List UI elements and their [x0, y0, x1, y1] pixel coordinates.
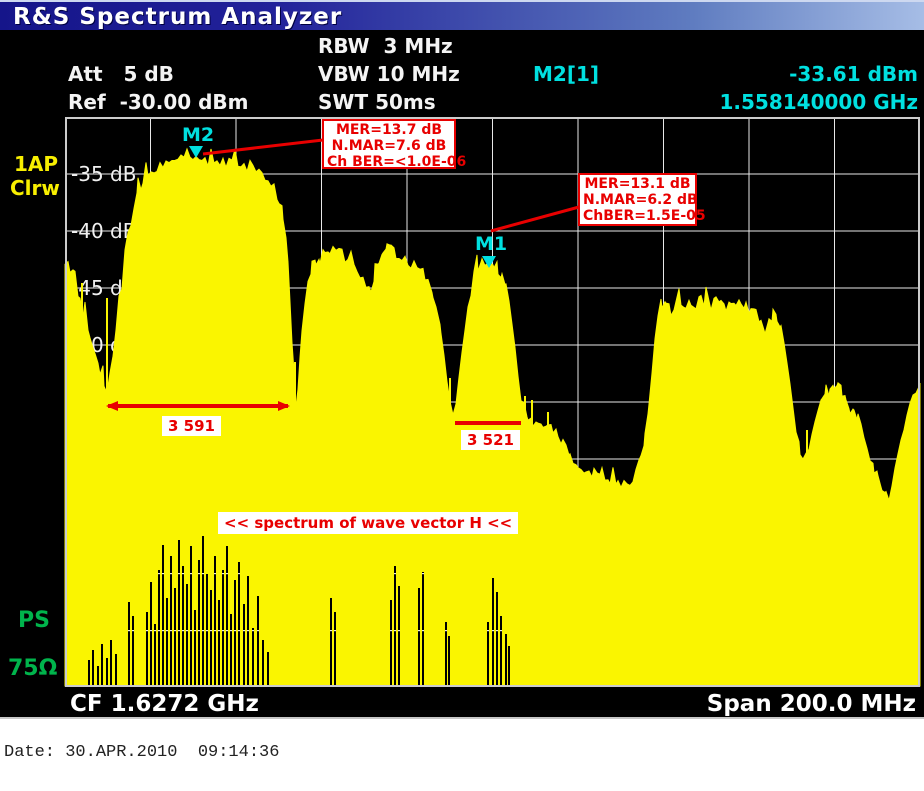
bandwidth-label-1: 3 591 — [162, 416, 221, 436]
frequency-bar: CF 1.6272 GHz Span 200.0 MHz — [0, 688, 924, 719]
m1-mer-value: MER=13.1 dB — [584, 176, 691, 192]
center-frequency-readout: CF 1.6272 GHz — [70, 691, 259, 717]
span-readout: Span 200.0 MHz — [706, 691, 916, 717]
spectrum-trace — [64, 147, 921, 687]
m2-nmar-value: N.MAR=7.6 dB — [331, 138, 447, 154]
bandwidth-label-2: 3 521 — [461, 430, 520, 450]
attenuation-readout: Att 5 dB — [68, 62, 174, 86]
annotation-leader-line — [490, 205, 580, 233]
app-title: R&S Spectrum Analyzer — [13, 4, 343, 30]
sweep-time-readout: SWT 50ms — [318, 90, 436, 114]
marker-m2-triangle[interactable] — [189, 146, 203, 158]
status-footer: Date: 30.APR.2010 09:14:36 — [0, 719, 924, 791]
marker-m2-name: M2[1] — [533, 62, 600, 86]
m1-ber-value: ChBER=1.5E-05 — [583, 208, 706, 224]
y-axis-tick-label: -40 dB — [71, 219, 136, 243]
rbw-readout: RBW 3 MHz — [318, 34, 453, 58]
m2-measurement-annotation: MER=13.7 dB N.MAR=7.6 dB Ch BER=<1.0E-06 — [322, 119, 467, 170]
y-axis-tick-label: -35 dB — [71, 162, 136, 186]
m2-mer-value: MER=13.7 dB — [335, 122, 443, 138]
m2-ber-value: Ch BER=<1.0E-06 — [327, 154, 467, 170]
marker-m2-frequency: 1.558140000 GHz — [719, 90, 918, 114]
m1-measurement-annotation: MER=13.1 dB N.MAR=6.2 dB ChBER=1.5E-05 — [578, 173, 706, 226]
wave-vector-annotation: << spectrum of wave vector H << — [218, 512, 519, 534]
ref-level-readout: Ref -30.00 dBm — [68, 90, 249, 114]
annotation-leader-line — [202, 138, 324, 156]
vbw-readout: VBW 10 MHz — [318, 62, 460, 86]
trace-detector-label: 1AP — [14, 152, 59, 176]
marker-m2-flag[interactable]: M2 — [182, 124, 215, 146]
trace-mode-label: Clrw — [10, 176, 60, 200]
marker-m2-level: -33.61 dBm — [789, 62, 918, 86]
bandwidth-measure-line — [455, 421, 521, 425]
marker-m1-triangle[interactable] — [482, 256, 496, 268]
bandwidth-measure-line — [108, 404, 288, 408]
date-time-stamp: Date: 30.APR.2010 09:14:36 — [4, 743, 280, 762]
impedance-label: 75Ω — [8, 656, 58, 681]
preamp-status-label: PS — [18, 608, 50, 633]
title-bar: R&S Spectrum Analyzer — [0, 0, 924, 30]
marker-m1-flag[interactable]: M1 — [475, 233, 508, 255]
m1-nmar-value: N.MAR=6.2 dB — [583, 192, 698, 208]
